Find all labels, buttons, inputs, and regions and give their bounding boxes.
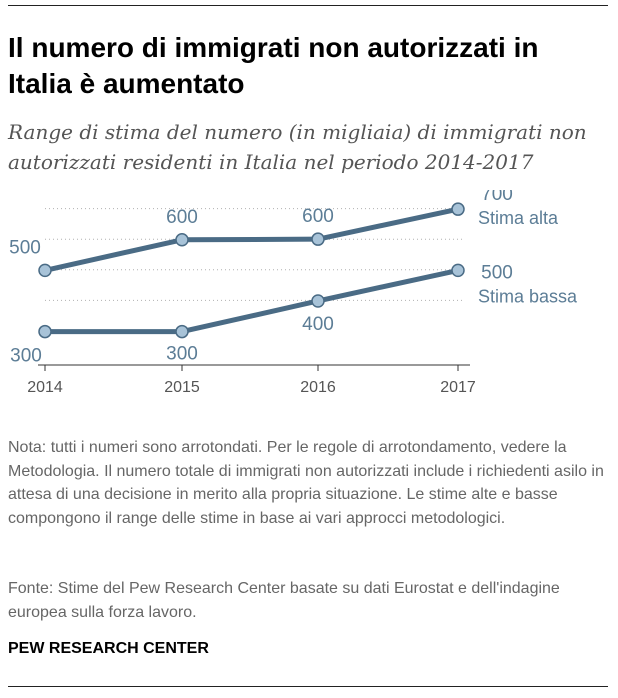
point-stima-bassa <box>175 324 189 339</box>
data-label: 700 <box>481 190 513 205</box>
data-label: 500 <box>9 237 41 258</box>
series-markers <box>38 202 465 339</box>
data-label: 500 <box>481 262 513 283</box>
data-label: 400 <box>302 314 334 335</box>
chart-subtitle: Range di stima del numero (in migliaia) … <box>8 120 587 174</box>
data-label: 300 <box>10 346 42 367</box>
bottom-rule <box>8 686 608 687</box>
point-stima-alta <box>311 232 325 246</box>
data-label: 600 <box>302 206 334 227</box>
point-stima-alta <box>175 233 189 247</box>
pew-logo-text: PEW RESEARCH CENTER <box>8 640 209 657</box>
point-stima-bassa <box>38 324 52 339</box>
series-line-stima-alta <box>42 206 461 273</box>
chart-note: Nota: tutti i numeri sono arrotondati. P… <box>8 439 604 527</box>
x-tick-label: 2014 <box>27 379 63 396</box>
series-name-stima-bassa: Stima bassa <box>478 286 578 306</box>
chart-source: Fonte: Stime del Pew Research Center bas… <box>8 580 560 621</box>
point-stima-bassa <box>311 294 325 308</box>
point-stima-alta <box>451 202 465 216</box>
data-label: 300 <box>166 344 198 365</box>
series-lines <box>42 206 461 335</box>
x-tick-label: 2017 <box>440 379 476 396</box>
data-label: 600 <box>166 207 198 228</box>
point-stima-alta <box>38 263 52 278</box>
x-tick-label: 2015 <box>164 379 200 396</box>
series-name-stima-alta: Stima alta <box>478 208 559 228</box>
line-chart: 2014 2015 2016 2017 500 600 600 700 Stima alta 3… <box>9 190 578 396</box>
data-labels: 500 600 600 700 Stima alta 300 300 400 500 Stima … <box>9 190 578 367</box>
x-tick-label: 2016 <box>300 379 336 396</box>
top-rule <box>8 5 608 6</box>
point-stima-bassa <box>451 263 465 278</box>
x-axis: 2014 2015 2016 2017 <box>27 364 476 396</box>
chart-title: Il numero di immigrati non autorizzati i… <box>8 32 539 99</box>
series-line-stima-bassa <box>42 267 461 335</box>
